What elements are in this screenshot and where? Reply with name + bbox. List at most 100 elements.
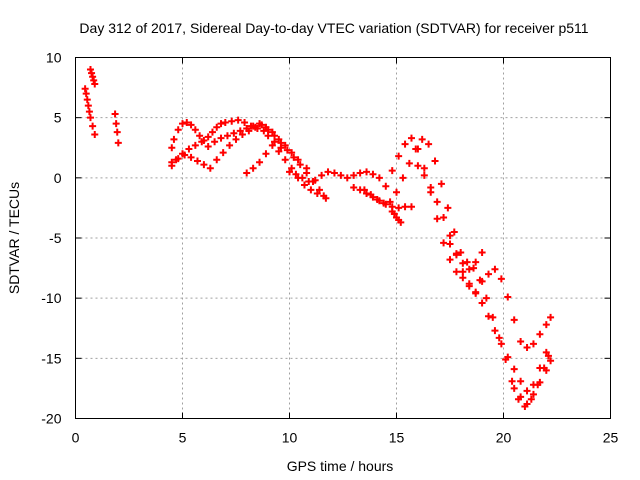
data-point xyxy=(258,121,266,129)
data-point xyxy=(174,155,182,163)
data-point xyxy=(89,122,97,130)
data-point xyxy=(288,149,296,157)
data-point xyxy=(232,135,240,143)
y-tick-label: -15 xyxy=(41,350,61,366)
data-point xyxy=(397,218,405,226)
data-point xyxy=(459,259,467,267)
data-point xyxy=(414,162,422,170)
data-point xyxy=(405,159,413,167)
y-tick-label: -10 xyxy=(41,290,61,306)
data-point xyxy=(114,139,122,147)
data-point xyxy=(90,76,98,84)
data-point xyxy=(485,312,493,320)
data-point xyxy=(420,171,428,179)
series-track-g xyxy=(243,141,328,200)
data-point xyxy=(527,395,535,403)
series-track-l xyxy=(414,162,555,352)
y-axis-label: SDTVAR / TECUs xyxy=(6,182,22,294)
data-point xyxy=(91,80,99,88)
data-point xyxy=(330,169,338,177)
data-point xyxy=(275,135,283,143)
data-point xyxy=(497,275,505,283)
data-point xyxy=(268,141,276,149)
data-point xyxy=(271,138,279,146)
x-tick-label: 25 xyxy=(603,430,619,446)
x-axis-label: GPS time / hours xyxy=(287,458,394,474)
data-point xyxy=(292,170,300,178)
data-point xyxy=(213,156,221,164)
data-point xyxy=(343,174,351,182)
data-point xyxy=(510,365,518,373)
series-track-j xyxy=(350,183,415,212)
data-point xyxy=(198,138,206,146)
data-point xyxy=(401,140,409,148)
data-point xyxy=(206,164,214,172)
data-point xyxy=(523,387,531,395)
series-track-c xyxy=(111,110,122,147)
data-point xyxy=(318,171,326,179)
series-track-e xyxy=(168,120,311,172)
data-point xyxy=(283,146,291,154)
data-point xyxy=(529,390,537,398)
data-point xyxy=(459,274,467,282)
series-track-i xyxy=(360,135,552,410)
data-point xyxy=(264,132,272,140)
data-point xyxy=(478,299,486,307)
data-point xyxy=(363,168,371,176)
data-point xyxy=(412,145,420,153)
data-point xyxy=(369,170,377,178)
data-point xyxy=(228,117,236,125)
data-point xyxy=(223,132,231,140)
data-point xyxy=(324,168,332,176)
data-point xyxy=(529,340,537,348)
data-point xyxy=(294,156,302,164)
data-point xyxy=(185,145,193,153)
x-tick-label: 10 xyxy=(282,430,298,446)
series-track-a xyxy=(81,85,99,139)
axis-ticks xyxy=(75,57,611,419)
data-point xyxy=(234,116,242,124)
x-tick-label: 20 xyxy=(496,430,512,446)
data-point xyxy=(482,294,490,302)
series-track-b xyxy=(86,66,99,88)
data-point xyxy=(491,327,499,335)
data-point xyxy=(303,169,311,177)
data-point xyxy=(510,316,518,324)
data-point xyxy=(307,186,315,194)
data-point xyxy=(375,174,383,182)
data-point xyxy=(459,268,467,276)
data-point xyxy=(187,121,195,129)
data-point xyxy=(446,240,454,248)
data-point xyxy=(452,268,460,276)
data-point xyxy=(407,203,415,211)
data-point xyxy=(91,131,99,139)
data-point xyxy=(277,139,285,147)
data-point xyxy=(420,164,428,172)
data-point xyxy=(81,85,89,93)
data-point xyxy=(208,128,216,136)
data-point xyxy=(86,114,94,122)
data-points xyxy=(81,66,555,410)
data-point xyxy=(183,118,191,126)
data-point xyxy=(179,120,186,128)
data-point xyxy=(268,128,276,136)
data-point xyxy=(85,108,93,116)
data-point xyxy=(544,352,552,360)
data-point xyxy=(200,161,208,169)
data-point xyxy=(542,321,550,329)
grid xyxy=(75,57,611,419)
data-point xyxy=(230,129,238,137)
data-point xyxy=(437,180,445,188)
data-point xyxy=(298,174,306,182)
x-tick-label: 0 xyxy=(72,430,80,446)
data-point xyxy=(395,152,403,160)
data-point xyxy=(363,189,371,197)
data-point xyxy=(444,204,452,212)
data-point xyxy=(204,133,212,141)
tick-labels: 0 5 10 15 20 25 -20 -15 -10 -5 0 5 10 xyxy=(41,50,618,446)
y-tick-label: 5 xyxy=(54,110,62,126)
data-point xyxy=(472,258,480,266)
data-point xyxy=(245,127,253,135)
data-point xyxy=(497,340,505,348)
data-point xyxy=(88,69,96,77)
